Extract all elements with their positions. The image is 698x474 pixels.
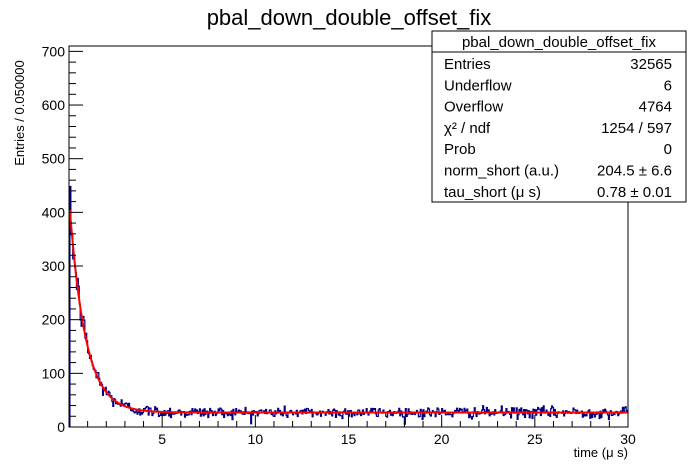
stats-row-value: 204.5 ± 6.6	[597, 163, 672, 180]
fit-curve	[68, 210, 628, 414]
x-tick-label: 5	[158, 431, 166, 447]
y-tick-label: 200	[42, 312, 66, 328]
stats-row-value: 32565	[630, 56, 672, 73]
stats-row-value: 1254 / 597	[601, 120, 672, 137]
x-tick-label: 25	[527, 431, 543, 447]
y-tick-label: 300	[42, 258, 66, 274]
y-tick-label: 400	[42, 204, 66, 220]
y-tick-label: 700	[42, 43, 66, 59]
y-axis-label: Entries / 0.050000	[12, 60, 27, 166]
x-axis-label: time (μ s)	[574, 445, 628, 460]
stats-row-label: Underflow	[444, 77, 512, 94]
stats-box: pbal_down_double_offset_fix Entries 32565 U…	[431, 30, 687, 203]
x-tick-label: 15	[341, 431, 357, 447]
y-tick-label: 0	[57, 419, 65, 435]
stats-row-value: 4764	[639, 99, 672, 116]
stats-row-value: 6	[664, 77, 672, 94]
stats-row-label: tau_short (μ s)	[444, 184, 541, 201]
stats-row-label: Overflow	[444, 99, 503, 116]
y-tick-label: 500	[42, 151, 66, 167]
stats-row-label: Entries	[444, 56, 491, 73]
x-tick-label: 10	[248, 431, 264, 447]
stats-row-label: norm_short (a.u.)	[444, 163, 559, 180]
chart-title: pbal_down_double_offset_fix	[207, 5, 492, 30]
stats-row-label: Prob	[444, 141, 476, 158]
x-tick-label: 30	[620, 431, 636, 447]
stats-box-title: pbal_down_double_offset_fix	[462, 34, 657, 51]
stats-box-frame	[431, 30, 687, 203]
y-tick-label: 600	[42, 97, 66, 113]
stats-row-value: 0	[664, 141, 672, 158]
x-tick-label: 20	[434, 431, 450, 447]
stats-row-label: χ² / ndf	[444, 120, 491, 137]
y-tick-label: 100	[42, 365, 66, 381]
stats-row-value: 0.78 ± 0.01	[597, 184, 672, 201]
